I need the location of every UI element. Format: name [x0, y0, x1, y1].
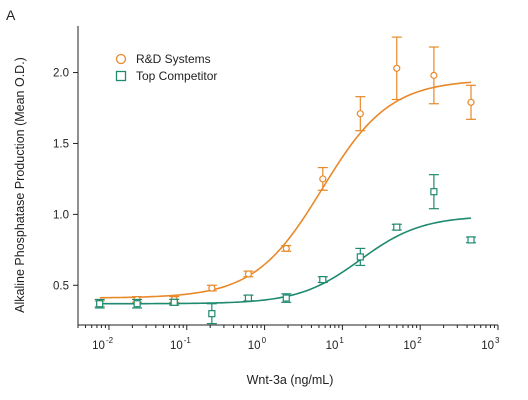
series-1-point: [208, 284, 216, 292]
x-tick-label: 10: [326, 340, 339, 352]
x-tick-label: 10: [248, 340, 261, 352]
series-2-point: [319, 276, 327, 284]
panel-label: A: [6, 7, 16, 23]
series-2-point: [467, 236, 475, 244]
x-tick-label: 10: [170, 340, 183, 352]
series-1-point: [393, 64, 401, 72]
x-tick-exponent: 0: [262, 336, 267, 345]
y-axis-label: Alkaline Phosphatase Production (Mean O.…: [13, 57, 27, 313]
series-1-point: [244, 270, 253, 278]
series-1-fit-curve: [99, 81, 472, 299]
x-tick-exponent: 2: [417, 336, 422, 345]
series-2-point: [282, 294, 290, 302]
legend-label-2: Top Competitor: [136, 69, 217, 83]
series-2-point: [170, 298, 178, 306]
series-1-point: [356, 110, 364, 118]
series-1-point: [319, 175, 327, 183]
legend-marker-1: [115, 53, 127, 65]
y-tick-label: 2.0: [53, 68, 69, 80]
series-2-point: [430, 188, 438, 196]
series-2-fit-curve: [99, 217, 472, 305]
series-2-point: [208, 310, 216, 318]
y-tick-label: 1.5: [53, 138, 69, 150]
series-2-point: [393, 223, 401, 231]
x-tick-label: 10: [403, 340, 416, 352]
x-tick-exponent: 3: [495, 336, 500, 345]
legend-label-1: R&D Systems: [136, 52, 211, 66]
x-tick-exponent: -1: [184, 336, 192, 345]
x-tick-label: 10: [481, 340, 494, 352]
legend-marker-2: [115, 70, 127, 82]
x-tick-exponent: -2: [106, 336, 114, 345]
x-tick-exponent: 1: [339, 336, 344, 345]
x-axis-label: Wnt-3a (ng/mL): [247, 373, 334, 387]
series-1-point: [282, 244, 290, 253]
y-tick-label: 1.0: [53, 209, 69, 221]
series-2-point: [133, 300, 141, 308]
series-1-point: [467, 98, 475, 106]
series-2-point: [244, 294, 253, 302]
y-tick-label: 0.5: [53, 280, 69, 292]
series-2-point: [356, 253, 364, 261]
x-tick-label: 10: [92, 340, 105, 352]
plot-area: 0.51.01.52.010 -2 10 -1 10 0 10 1 10 2 10 3R&D Syst…: [53, 26, 500, 352]
series-1-point: [430, 71, 438, 79]
series-2-point: [96, 300, 104, 308]
